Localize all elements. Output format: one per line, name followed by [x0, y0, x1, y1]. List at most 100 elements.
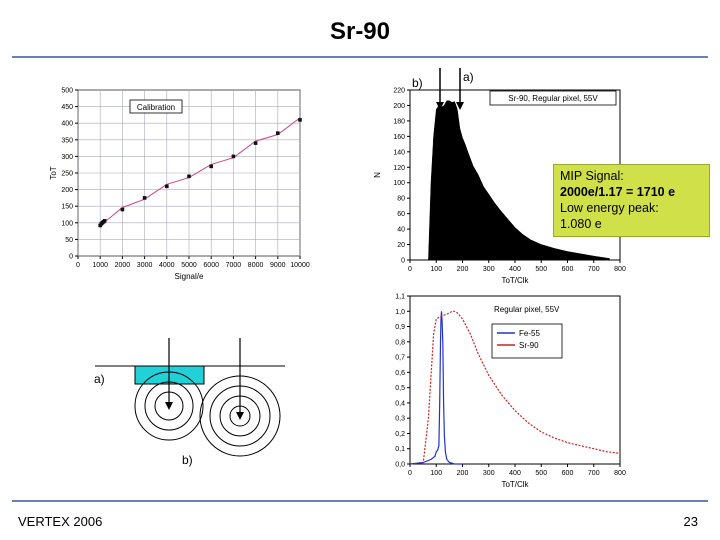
x-axis-label: ToT/Clk	[501, 276, 529, 285]
x-tick-label: 4000	[159, 262, 175, 269]
mip-line-2: 2000e/1.17 = 1710 e	[560, 185, 676, 199]
x-tick-label: 500	[535, 470, 547, 477]
legend-box	[489, 90, 617, 106]
y-tick-label: 0,8	[395, 339, 405, 346]
mip-line-3: Low energy peak:	[560, 201, 659, 215]
y-tick-label: 250	[61, 171, 73, 178]
x-tick-label: 700	[588, 470, 600, 477]
x-tick-label: 0	[408, 470, 412, 477]
mip-line-1: MIP Signal:	[560, 169, 624, 183]
y-tick-label: 400	[61, 121, 73, 128]
y-tick-label: 120	[393, 165, 405, 172]
x-tick-label: 400	[509, 470, 521, 477]
label-b-top: b)	[412, 76, 423, 90]
legend-label: Sr-90, Regular pixel, 55V	[508, 94, 598, 103]
y-tick-label: 100	[393, 180, 405, 187]
y-tick-label: 60	[397, 211, 405, 218]
y-tick-label: 200	[61, 187, 73, 194]
mip-signal-box: MIP Signal: 2000e/1.17 = 1710 e Low ener…	[553, 164, 710, 237]
y-axis-label: N	[373, 172, 382, 178]
calibration-chart: 0 1000 2000 3000 4000 5000 6000 7000 8000 9000 100…	[49, 88, 310, 282]
y-tick-label: 0,0	[395, 462, 405, 469]
y-tick-label: 80	[397, 196, 405, 203]
x-tick-label: 800	[614, 266, 626, 273]
legend-box	[129, 99, 183, 114]
x-tick-label: 400	[509, 266, 521, 273]
x-tick-label: 1000	[92, 262, 108, 269]
data-point	[209, 164, 213, 169]
y-tick-label: 160	[393, 134, 405, 141]
data-point	[120, 207, 125, 212]
y-tick-label: 150	[61, 204, 73, 211]
y-tick-label: 350	[61, 137, 73, 144]
footer-conference: VERTEX 2006	[18, 514, 103, 529]
y-tick-label: 0,5	[395, 385, 405, 392]
y-tick-label: 0,9	[395, 324, 405, 331]
legend: Calibration	[129, 99, 183, 114]
x-axis-label: ToT/Clk	[501, 480, 529, 489]
data-point	[142, 196, 147, 200]
data-point	[298, 118, 302, 122]
fe55-sr90-comparison-chart: 0 100 200 300 400 500 600 700 800 0,0 0,1 0,2 0,3 0,4…	[395, 294, 626, 490]
x-tick-label: 0	[408, 266, 412, 273]
y-tick-label: 40	[397, 227, 405, 234]
x-tick-label: 300	[483, 266, 495, 273]
x-tick-label: 200	[457, 266, 469, 273]
label-a-sketch: a)	[94, 372, 105, 386]
x-tick-label: 8000	[248, 262, 264, 269]
data-point	[165, 184, 169, 189]
legend-label: Calibration	[137, 103, 175, 112]
x-tick-label: 600	[562, 470, 574, 477]
x-tick-label: 100	[430, 266, 442, 273]
x-tick-label: 2000	[115, 262, 131, 269]
y-tick-label: 0,6	[395, 370, 405, 377]
y-tick-label: 20	[397, 242, 405, 249]
series-line-fe-55	[409, 311, 463, 465]
y-tick-label: 0	[401, 258, 405, 265]
footer-divider	[12, 500, 708, 502]
y-tick-label: 200	[393, 103, 405, 110]
histogram-arrows	[436, 68, 464, 110]
legend-label: Sr-90	[519, 341, 539, 350]
x-tick-label: 9000	[270, 262, 286, 269]
data-point	[231, 154, 236, 159]
x-tick-label: 500	[535, 266, 547, 273]
y-tick-label: 1,1	[395, 294, 405, 301]
y-tick-label: 180	[393, 118, 405, 125]
page-number: 23	[683, 514, 698, 529]
data-point	[253, 141, 258, 145]
y-tick-label: 1,0	[395, 309, 405, 316]
data-point	[187, 174, 191, 179]
sensor-sketch	[95, 338, 285, 457]
legend-title: Regular pixel, 55V	[494, 305, 560, 314]
sr90-histogram-chart: 0 100 200 300 400 500 600 700 800 0 20 40 60 80 100 120…	[373, 88, 626, 286]
series-line-sr-90	[422, 310, 621, 465]
y-tick-label: 100	[61, 220, 73, 227]
y-tick-label: 0,7	[395, 355, 405, 362]
label-b-sketch: b)	[182, 453, 193, 467]
y-tick-label: 300	[61, 154, 73, 161]
x-tick-label: 200	[457, 470, 469, 477]
y-tick-label: 0,1	[395, 446, 405, 453]
x-tick-label: 7000	[226, 262, 242, 269]
mip-line-4: 1.080 e	[560, 217, 602, 231]
y-tick-label: 0,4	[395, 400, 405, 407]
legend-label: Fe-55	[519, 329, 540, 338]
x-axis-label: Signal/e	[175, 272, 204, 281]
x-tick-label: 300	[483, 470, 495, 477]
y-tick-label: 450	[61, 104, 73, 111]
x-tick-label: 100	[430, 470, 442, 477]
x-tick-label: 6000	[203, 262, 219, 269]
y-tick-label: 0	[69, 254, 73, 261]
x-tick-label: 0	[76, 262, 80, 269]
x-tick-label: 800	[614, 470, 626, 477]
x-tick-label: 5000	[181, 262, 197, 269]
data-point	[276, 131, 280, 135]
legend-box	[491, 323, 563, 359]
label-a-top: a)	[463, 70, 474, 84]
slide-title: Sr-90	[329, 18, 391, 45]
x-tick-label: 700	[588, 266, 600, 273]
legend: Regular pixel, 55V Fe-55 Sr-90	[491, 305, 563, 359]
x-tick-label: 10000	[290, 262, 310, 269]
x-tick-label: 600	[562, 266, 574, 273]
